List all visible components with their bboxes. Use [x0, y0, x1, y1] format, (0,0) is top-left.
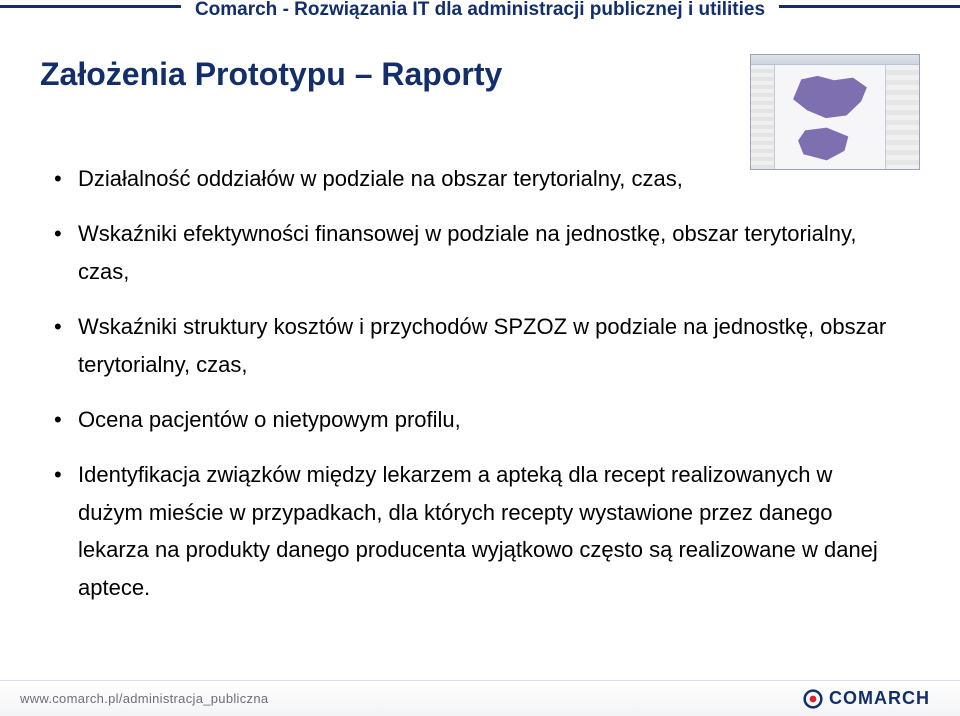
thumb-right-panel — [885, 65, 919, 169]
list-item: Wskaźniki struktury kosztów i przychodów… — [54, 308, 900, 383]
header-title-wrap: Comarch - Rozwiązania IT dla administrac… — [181, 0, 779, 19]
thumb-body — [751, 65, 919, 169]
brand-icon — [803, 689, 823, 709]
map-thumbnail — [750, 54, 920, 170]
page-title: Założenia Prototypu – Raporty — [40, 56, 502, 93]
thumb-left-panel — [751, 65, 775, 169]
brand-name: COMARCH — [829, 688, 930, 709]
thumb-toolbar — [751, 55, 919, 65]
list-item: Ocena pacjentów o nietypowym profilu, — [54, 401, 900, 438]
thumb-map-region-2 — [797, 127, 851, 161]
header-bar: Comarch - Rozwiązania IT dla administrac… — [0, 0, 960, 40]
bullet-list: Działalność oddziałów w podziale na obsz… — [54, 160, 900, 624]
thumb-map-region-1 — [789, 75, 871, 119]
brand-logo: COMARCH — [803, 688, 930, 709]
list-item: Identyfikacja związków między lekarzem a… — [54, 456, 900, 606]
footer-url: www.comarch.pl/administracja_publiczna — [20, 691, 268, 706]
thumb-main-panel — [775, 65, 885, 169]
list-item: Wskaźniki efektywności finansowej w podz… — [54, 215, 900, 290]
footer: www.comarch.pl/administracja_publiczna C… — [0, 680, 960, 716]
slide-root: Comarch - Rozwiązania IT dla administrac… — [0, 0, 960, 716]
list-item: Działalność oddziałów w podziale na obsz… — [54, 160, 900, 197]
header-title: Comarch - Rozwiązania IT dla administrac… — [195, 0, 765, 20]
